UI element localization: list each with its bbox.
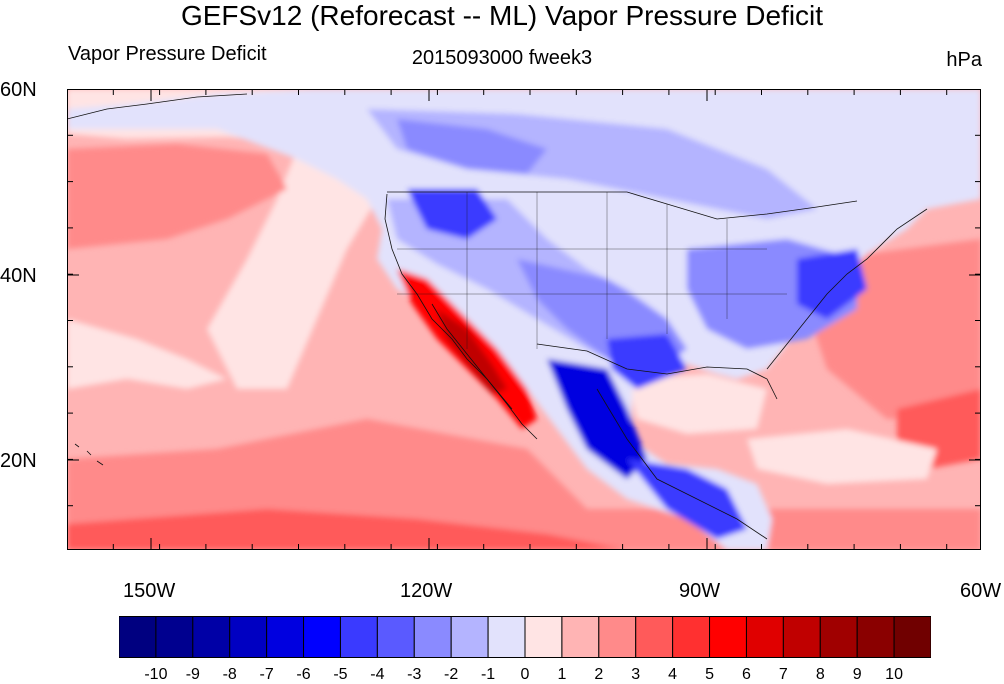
hawaii-islands	[74, 443, 104, 466]
colorbar-box	[303, 616, 341, 658]
colorbar-box	[709, 616, 747, 658]
colorbar-box	[782, 616, 821, 658]
colorbar-box	[192, 616, 231, 658]
colorbar-tick-label: 1	[557, 666, 567, 683]
colorbar-box	[487, 616, 526, 658]
colorbar-box	[339, 616, 378, 658]
baja-coastline	[431, 303, 513, 410]
lat-label-40n: 40N	[0, 265, 37, 287]
colorbar	[119, 616, 931, 658]
colorbar-tick-label: 7	[778, 666, 788, 683]
colorbar-tick-label: -6	[296, 666, 311, 683]
colorbar-box	[561, 616, 600, 658]
west-coastline	[384, 193, 538, 440]
lon-label-60w: 60W	[960, 580, 1002, 602]
colorbar-tick-label: 6	[742, 666, 751, 683]
colorbar-tick-label: -8	[222, 666, 237, 683]
caribbean-pale	[747, 429, 937, 484]
colorbar-tick-label: -10	[144, 666, 168, 683]
forecast-date-label: 2015093000 fweek3	[411, 47, 593, 69]
us-canada-border	[387, 191, 858, 220]
colorbar-tick-label: -5	[333, 666, 348, 683]
colorbar-box	[745, 616, 784, 658]
gulf-pale	[627, 374, 767, 434]
lat-label-60n: 60N	[0, 79, 37, 101]
colorbar-box	[266, 616, 305, 658]
pacific-west-warm	[67, 144, 287, 249]
colorbar-tick-label: 10	[885, 666, 903, 683]
colorbar-tick-label: -1	[480, 666, 496, 683]
colorbar-tick-label: 4	[668, 666, 678, 683]
colorbar-box	[819, 616, 858, 658]
colorbar-box	[119, 616, 157, 658]
lon-label-150w: 150W	[123, 580, 176, 602]
mexico-coastline	[596, 388, 768, 540]
colorbar-box	[450, 616, 489, 658]
vpd-map	[67, 89, 981, 550]
state-lines	[397, 192, 787, 349]
east-coastline	[766, 208, 928, 370]
colorbar-box	[672, 616, 711, 658]
lon-label-90w: 90W	[679, 580, 721, 602]
chart-title: GEFSv12 (Reforecast -- ML) Vapor Pressur…	[180, 0, 824, 31]
colorbar-box	[155, 616, 194, 658]
colorbar-box	[856, 616, 895, 658]
pacific-pale-patch	[67, 319, 227, 389]
colorbar-box	[893, 616, 931, 658]
gulf-coastline	[536, 343, 778, 400]
map-frame	[67, 89, 981, 550]
colorbar-tick-label: 3	[631, 666, 641, 683]
colorbar-box	[598, 616, 637, 658]
west-coast-hotter-core	[437, 309, 507, 394]
canada-blue	[397, 119, 547, 174]
colorbar-tick-label: 9	[852, 666, 862, 683]
colorbar-tick-label: 5	[705, 666, 714, 683]
colorbar-tick-label: 0	[520, 666, 530, 683]
variable-label: Vapor Pressure Deficit	[68, 43, 267, 65]
lat-label-20n: 20N	[0, 450, 37, 472]
colorbar-tick-label: 2	[594, 666, 604, 683]
colorbar-box	[524, 616, 563, 658]
colorbar-tick-label: -7	[259, 666, 274, 683]
axis-ticks	[67, 89, 981, 550]
colorbar-box	[229, 616, 268, 658]
colorbar-tick-label: 8	[815, 666, 825, 683]
colorbar-tick-label: -2	[444, 666, 459, 683]
colorbar-tick-label: -3	[407, 666, 422, 683]
colorbar-tick-label: -4	[370, 666, 385, 683]
units-label: hPa	[946, 49, 982, 71]
lon-label-120w: 120W	[400, 580, 453, 602]
colorbar-box	[635, 616, 674, 658]
colorbar-box	[413, 616, 452, 658]
pacific-pale-band-2	[207, 149, 377, 389]
southern-hot-band	[67, 509, 627, 550]
pacific-northwest-blue	[407, 189, 497, 239]
colorbar-tick-label: -9	[185, 666, 200, 683]
texas-mexico-dark	[547, 359, 647, 479]
gulf-coast-blue	[607, 334, 687, 389]
alaska-coastline	[67, 93, 248, 120]
colorbar-box	[376, 616, 415, 658]
northeast-dark	[797, 249, 867, 319]
